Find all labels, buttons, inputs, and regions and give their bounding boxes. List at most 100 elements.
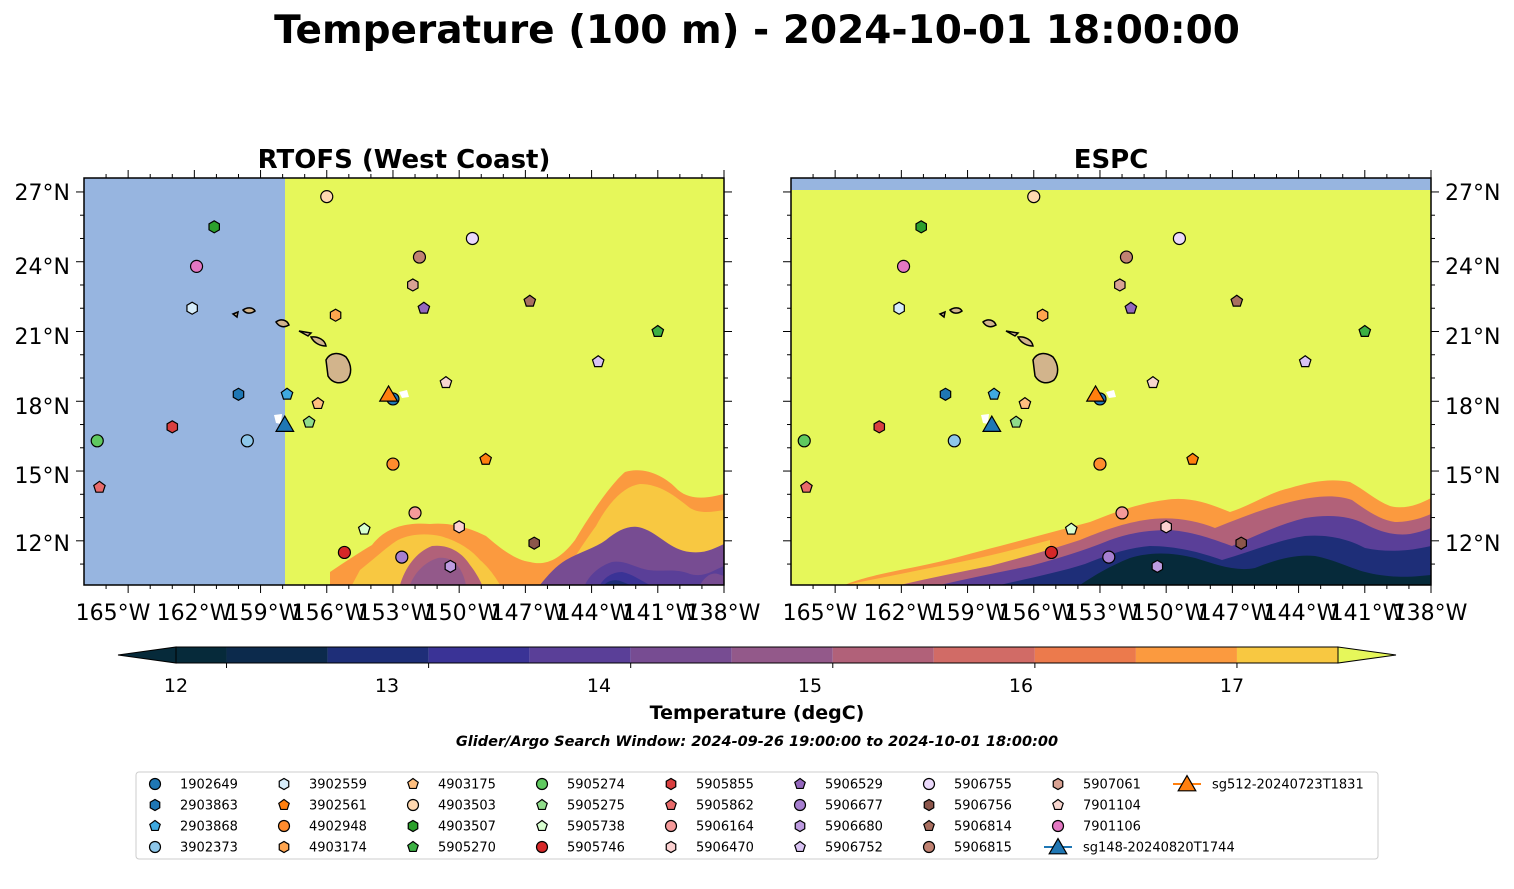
legend-label: 5905270 xyxy=(438,841,496,856)
platform-marker-4902948 xyxy=(1093,457,1107,471)
xtick-label: 153°W xyxy=(358,601,433,626)
legend-label: 5905274 xyxy=(567,778,625,793)
legend-marker-1902649 xyxy=(148,777,162,791)
platform-marker-4903175 xyxy=(1018,396,1032,410)
panel-title-espc: ESPC xyxy=(1074,145,1149,175)
legend-marker-3902561 xyxy=(278,798,290,811)
xtick-labels-espc: 165°W 162°W 159°W 156°W 153°W 150°W 147°… xyxy=(783,601,1468,626)
legend-label: 5906680 xyxy=(825,820,883,835)
colorbar-tick-label: 16 xyxy=(1009,675,1033,697)
legend-label: 5906752 xyxy=(825,841,883,856)
legend-marker-5905862 xyxy=(665,798,677,811)
platform-marker-7901104 xyxy=(1146,375,1160,389)
platform-marker-5906680 xyxy=(444,559,457,574)
platform-marker-5905862 xyxy=(93,480,106,493)
legend-marker-5905274 xyxy=(535,777,549,791)
platform-marker-4902948 xyxy=(386,457,400,471)
platform-marker-7901106 xyxy=(189,259,204,273)
colorbar-bin xyxy=(1034,647,1136,663)
colorbar-bin xyxy=(428,647,530,663)
ytick-label: 15°N xyxy=(15,464,70,489)
legend-label: 4903175 xyxy=(438,778,496,793)
xtick-label: 162°W xyxy=(864,601,939,626)
legend-label: 5906470 xyxy=(696,841,754,856)
colorbar-tick-label: 13 xyxy=(375,675,399,697)
platform-marker-5905274 xyxy=(797,434,811,448)
platform-marker-5906756 xyxy=(528,536,541,550)
legend-label: 5906756 xyxy=(954,799,1012,814)
legend-marker-3902559 xyxy=(278,777,290,791)
ytick-labels-espc: 27°N 24°N 21°N 18°N 15°N 12°N xyxy=(1445,181,1500,557)
platform-marker-5906755 xyxy=(465,231,480,246)
panel-title-rtofs: RTOFS (West Coast) xyxy=(258,145,551,175)
cold-region xyxy=(845,480,1431,585)
cold-region xyxy=(330,470,724,585)
platform-marker-5905855 xyxy=(166,420,179,434)
panel-espc: ESPC xyxy=(783,145,1501,626)
legend-label: sg148-20240820T1744 xyxy=(1083,841,1235,856)
xtick-label: 150°W xyxy=(1132,601,1207,626)
platform-marker-5906755 xyxy=(1172,231,1187,246)
platform-marker-5905738 xyxy=(1064,522,1078,535)
platform-marker-4903175 xyxy=(311,396,325,410)
legend-label: 3902373 xyxy=(180,841,238,856)
platform-marker-5905862 xyxy=(800,480,813,493)
panel-rtofs: RTOFS (West Coast) xyxy=(15,145,761,626)
glider-path-sg512 xyxy=(399,390,409,398)
xtick-label: 162°W xyxy=(157,601,232,626)
xtick-label: 144°W xyxy=(1264,601,1339,626)
legend-label: 4903503 xyxy=(438,799,496,814)
legend-label: 2903868 xyxy=(180,820,238,835)
ytick-label: 21°N xyxy=(15,325,70,350)
ytick-label: 24°N xyxy=(1445,255,1500,280)
platform-marker-5906756 xyxy=(1235,536,1248,550)
glider-path-sg148 xyxy=(981,414,989,424)
legend-label: sg512-20240723T1831 xyxy=(1212,778,1364,793)
platform-marker-2903863 xyxy=(939,387,952,401)
colorbar-tick-label: 17 xyxy=(1220,675,1244,697)
xtick-label: 165°W xyxy=(76,601,151,626)
colorbar-ticks xyxy=(226,663,1238,668)
colorbar-bin xyxy=(1135,647,1237,663)
platform-marker-5906815 xyxy=(412,250,427,264)
platform-marker-5906470 xyxy=(1160,520,1172,534)
xtick-label: 144°W xyxy=(557,601,632,626)
glider-path-sg148 xyxy=(274,414,282,424)
legend-marker-5906680 xyxy=(794,819,806,833)
platform-marker-3902373 xyxy=(947,434,961,448)
legend-label: 5906164 xyxy=(696,820,754,835)
legend-label: 5906815 xyxy=(954,841,1012,856)
platform-marker-5905270 xyxy=(651,324,665,337)
colorbar-bin xyxy=(933,647,1035,663)
legend-label: 4902948 xyxy=(309,820,367,835)
ticks-rtofs xyxy=(76,170,732,593)
platform-marker-5906677 xyxy=(395,550,409,564)
xtick-label: 147°W xyxy=(491,601,566,626)
colorbar-extend-low xyxy=(117,646,177,664)
legend-marker-2903868 xyxy=(149,819,161,832)
legend-label: 5905862 xyxy=(696,799,754,814)
legend-marker-5905275 xyxy=(536,798,548,811)
platform-marker-5905738 xyxy=(357,522,371,535)
legend-label: 2903863 xyxy=(180,799,238,814)
legend-marker-4903507 xyxy=(407,819,419,833)
legend-label: 5905738 xyxy=(567,820,625,835)
platform-marker-5906680 xyxy=(1151,559,1164,574)
legend-marker-7901106 xyxy=(1051,819,1065,833)
platform-marker-5906814 xyxy=(1230,294,1244,307)
xtick-label: 147°W xyxy=(1198,601,1273,626)
platform-marker-4903507 xyxy=(915,220,928,234)
legend-label: 7901104 xyxy=(1083,799,1141,814)
colorbar: 12 13 14 15 16 17 Temperature (degC) xyxy=(117,646,1397,724)
ytick-label: 18°N xyxy=(15,395,70,420)
xtick-label: 150°W xyxy=(425,601,500,626)
platform-marker-4903507 xyxy=(208,220,220,234)
markers-espc xyxy=(797,190,1372,574)
markers-rtofs xyxy=(90,190,665,574)
platform-marker-sg148-20240820T1744 xyxy=(982,414,1002,432)
platform-marker-3902559 xyxy=(186,301,198,315)
legend-marker-5906470 xyxy=(665,840,677,854)
legend-marker-5906164 xyxy=(664,819,678,833)
platform-marker-5906529 xyxy=(417,301,431,314)
platform-marker-5905746 xyxy=(1044,545,1059,560)
